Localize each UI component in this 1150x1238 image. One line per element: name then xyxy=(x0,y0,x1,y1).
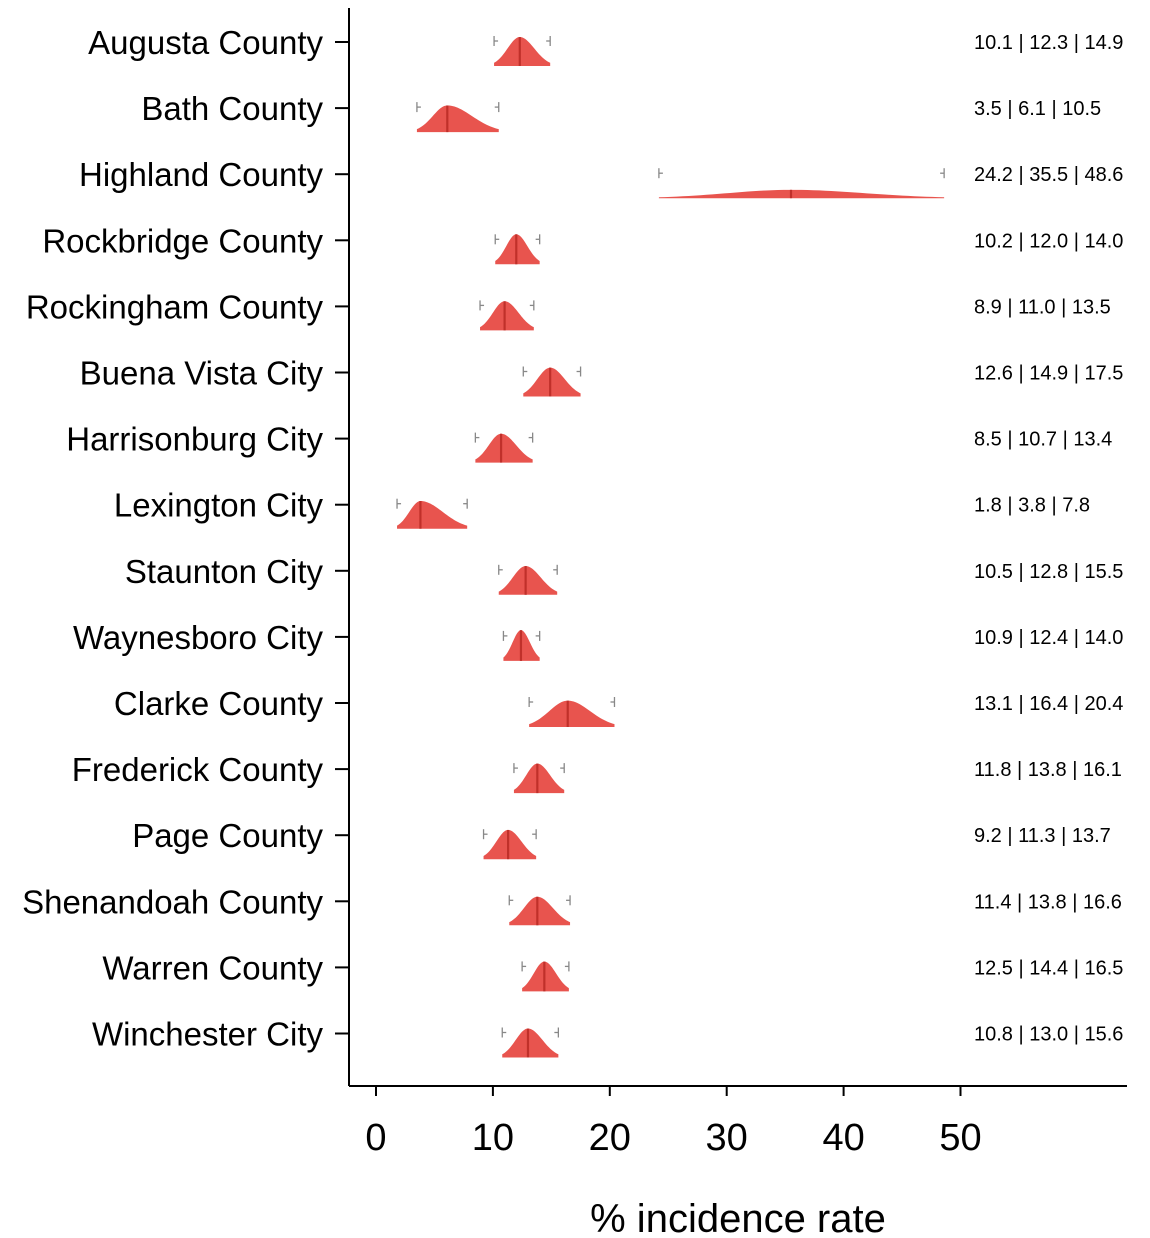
density-shape xyxy=(475,433,533,463)
category-label: Harrisonburg City xyxy=(66,421,323,458)
interval-annotation: 12.5 | 14.4 | 16.5 xyxy=(974,957,1123,979)
density-shape xyxy=(416,105,499,133)
x-tick-label: 10 xyxy=(472,1117,514,1159)
interval-annotation: 8.5 | 10.7 | 13.4 xyxy=(974,429,1112,451)
category-label: Warren County xyxy=(102,949,323,986)
interval-annotation: 8.9 | 11.0 | 13.5 xyxy=(974,296,1111,318)
interval-annotation: 10.9 | 12.4 | 14.0 xyxy=(974,627,1123,649)
category-label: Highland County xyxy=(79,156,323,193)
density-shape xyxy=(502,1028,559,1058)
axes xyxy=(348,8,1127,1087)
interval-annotation: 24.2 | 35.5 | 48.6 xyxy=(974,164,1123,186)
x-tick-label: 50 xyxy=(939,1117,981,1159)
category-label: Clarke County xyxy=(114,685,324,722)
density-shape xyxy=(397,501,468,529)
category-label: Rockbridge County xyxy=(42,222,323,259)
interval-annotation: 10.8 | 13.0 | 15.6 xyxy=(974,1024,1123,1046)
interval-annotation: 3.5 | 6.1 | 10.5 xyxy=(974,98,1101,120)
interval-annotation: 10.1 | 12.3 | 14.9 xyxy=(974,32,1123,54)
density-shape xyxy=(522,961,569,992)
interval-annotation: 10.5 | 12.8 | 15.5 xyxy=(974,561,1123,583)
category-label: Lexington City xyxy=(114,487,324,524)
density-shape xyxy=(498,566,558,595)
x-tick-label: 20 xyxy=(589,1117,631,1159)
density-shape xyxy=(529,700,615,727)
interval-annotation: 12.6 | 14.9 | 17.5 xyxy=(974,363,1123,385)
interval-annotations: 10.1 | 12.3 | 14.9 3.5 | 6.1 | 10.5 24.2 |… xyxy=(974,32,1123,1046)
category-label: Staunton City xyxy=(125,553,324,590)
category-label: Bath County xyxy=(141,90,323,127)
density-shape xyxy=(494,37,551,66)
density-shape xyxy=(658,189,945,199)
interval-annotation: 9.2 | 11.3 | 13.7 xyxy=(974,825,1111,847)
density-shape xyxy=(509,896,571,926)
x-tick-label: 40 xyxy=(822,1117,864,1159)
density-shape xyxy=(523,367,581,397)
density-shape xyxy=(495,234,540,265)
category-label: Buena Vista City xyxy=(80,355,324,392)
distribution-layer xyxy=(396,36,945,1058)
category-label: Augusta County xyxy=(88,24,323,61)
x-tick-label: 30 xyxy=(706,1117,748,1159)
interval-annotation: 13.1 | 16.4 | 20.4 xyxy=(974,693,1123,715)
category-label: Winchester City xyxy=(92,1016,324,1053)
interval-annotation: 10.2 | 12.0 | 14.0 xyxy=(974,230,1123,252)
interval-annotation: 11.8 | 13.8 | 16.1 xyxy=(974,759,1122,781)
category-label: Frederick County xyxy=(72,751,324,788)
x-axis-ticks: 0 10 20 30 40 50 xyxy=(365,1086,982,1159)
y-axis-labels: Augusta County Bath County Highland County… xyxy=(22,24,349,1053)
interval-annotation: 11.4 | 13.8 | 16.6 xyxy=(974,891,1122,913)
category-label: Shenandoah County xyxy=(22,883,323,920)
x-tick-label: 0 xyxy=(365,1117,386,1159)
density-shape xyxy=(480,301,534,331)
density-shape xyxy=(483,829,537,860)
x-axis-title: % incidence rate xyxy=(590,1197,886,1238)
category-label: Waynesboro City xyxy=(73,619,324,656)
category-label: Page County xyxy=(132,817,323,854)
density-shape xyxy=(513,763,565,794)
category-label: Rockingham County xyxy=(26,288,324,325)
interval-annotation: 1.8 | 3.8 | 7.8 xyxy=(974,495,1090,517)
